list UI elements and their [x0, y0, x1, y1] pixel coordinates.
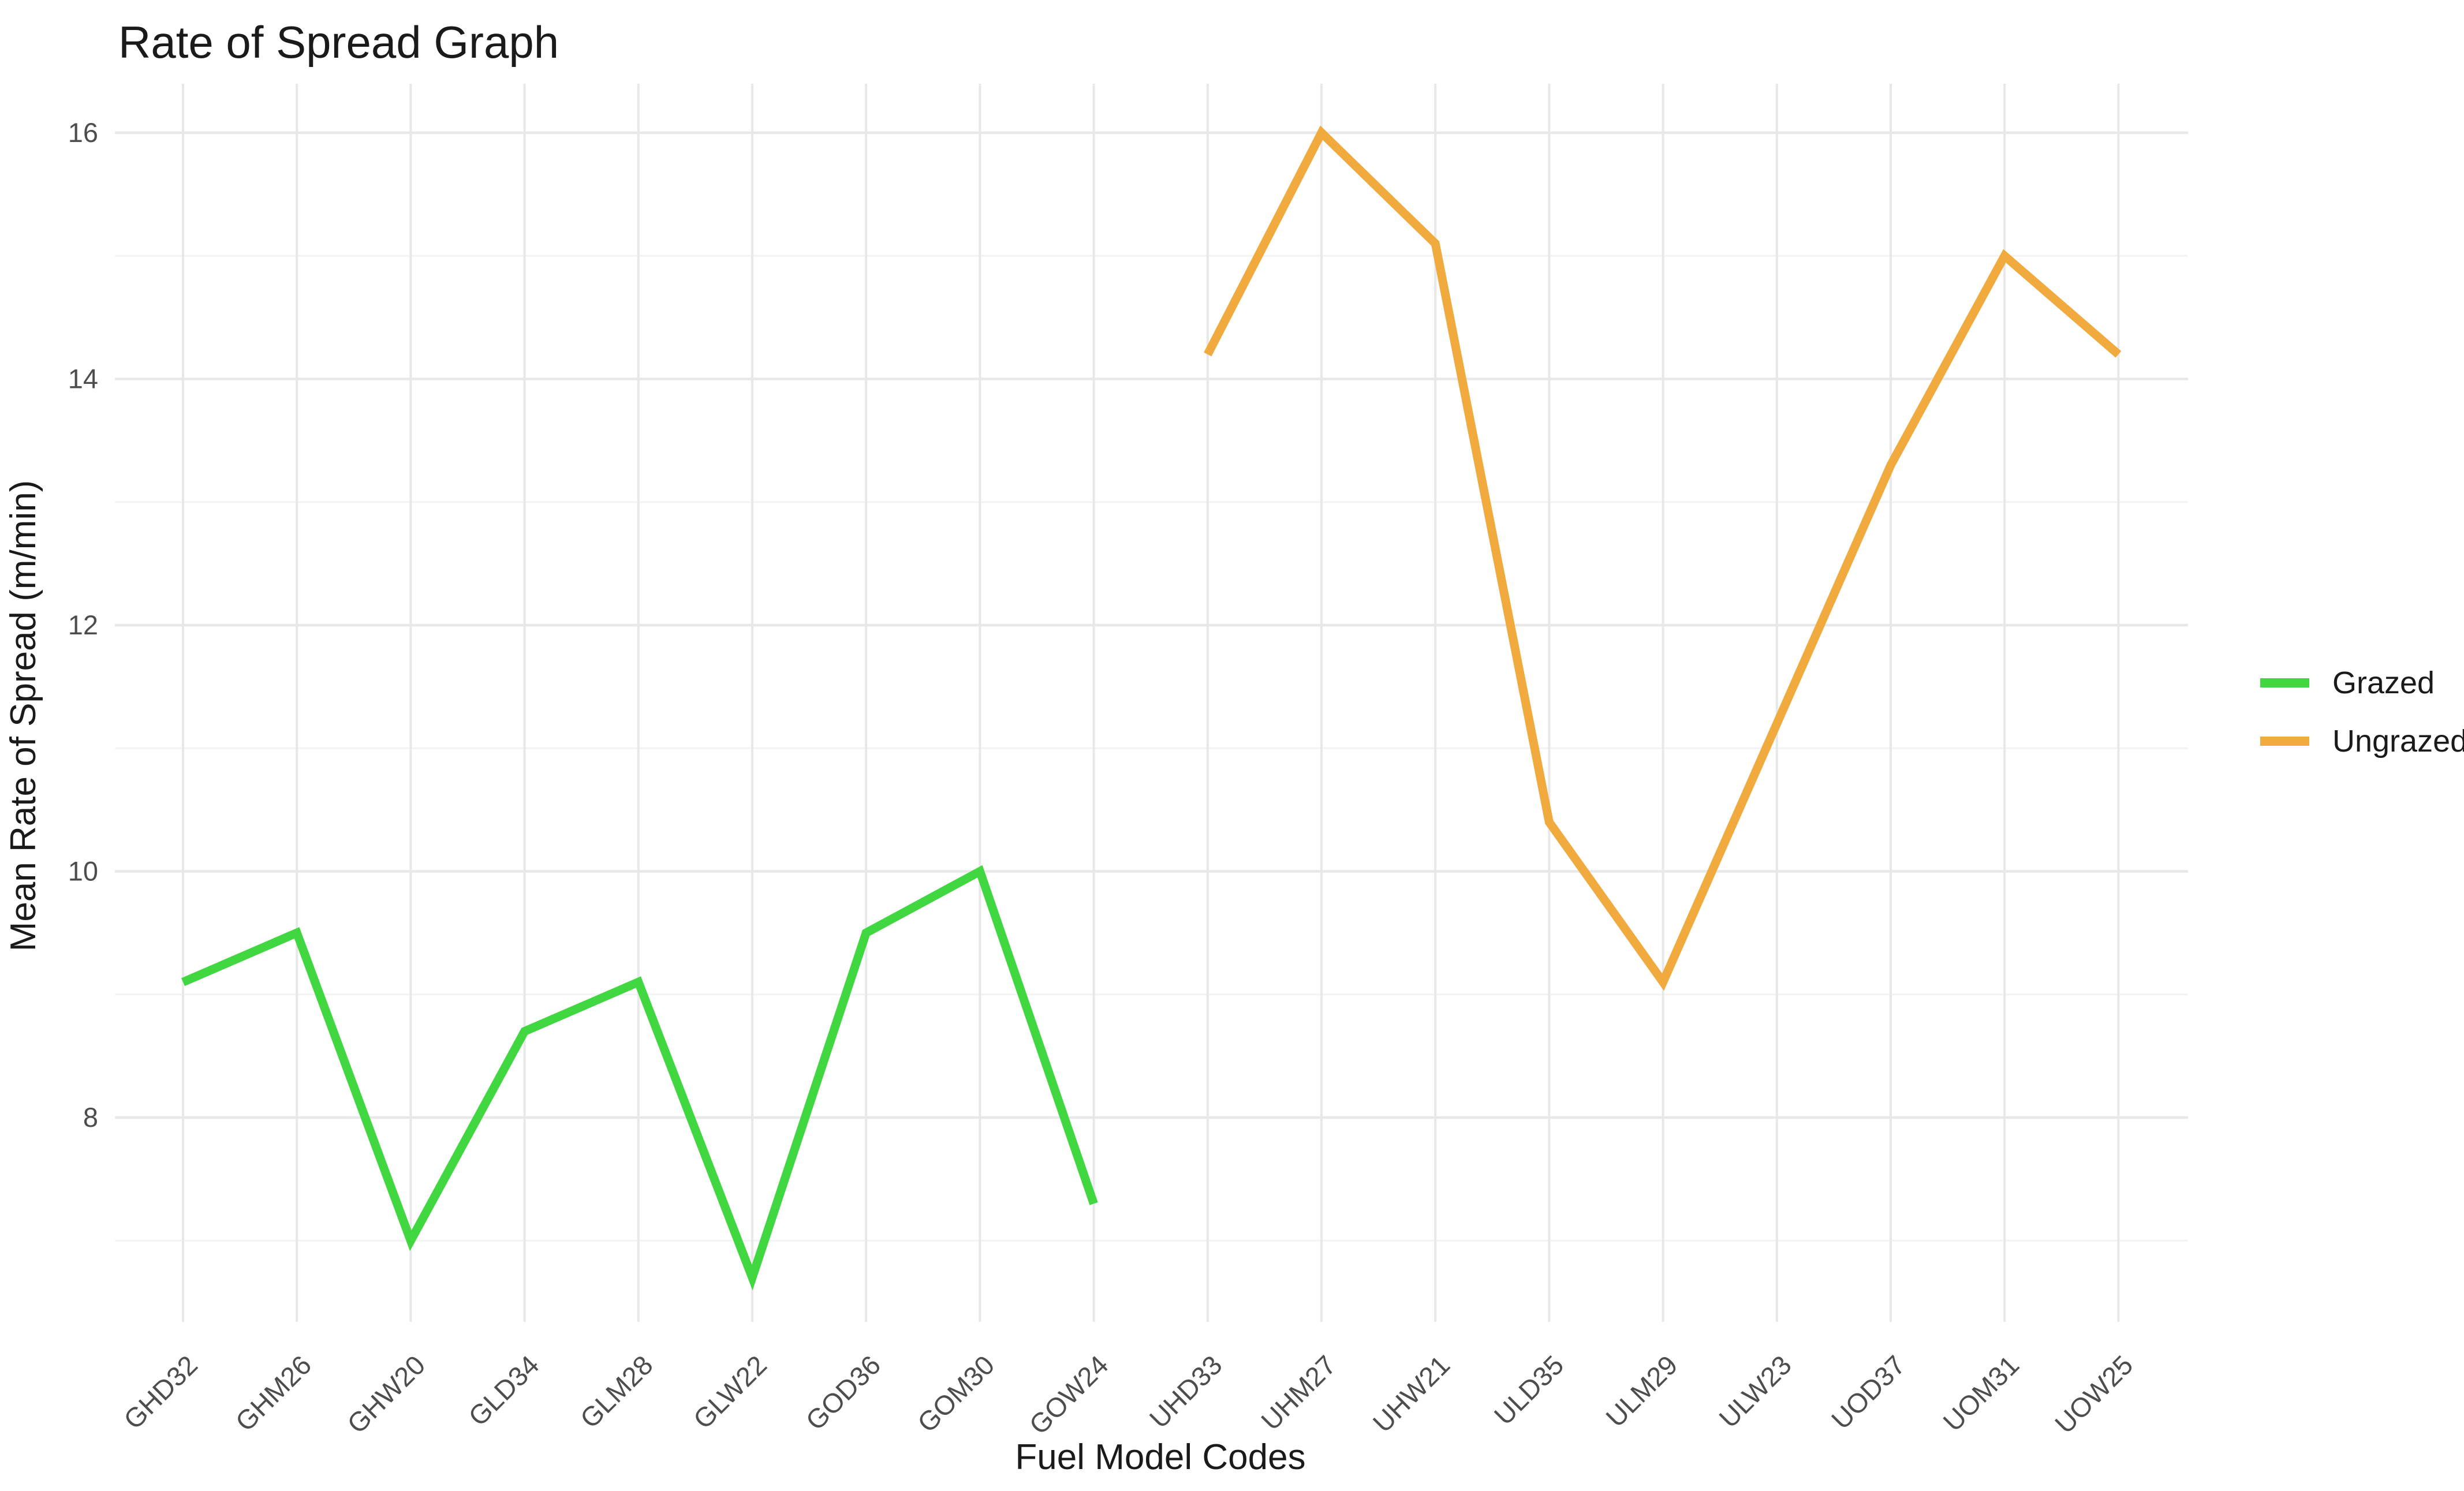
chart-title: Rate of Spread Graph [118, 17, 559, 68]
y-tick-label-14: 14 [68, 364, 98, 394]
x-tick-label-uod37: UOD37 [1825, 1350, 1911, 1435]
x-axis-title: Fuel Model Codes [1015, 1437, 1305, 1477]
x-tick-label-ghm26: GHM26 [229, 1350, 317, 1437]
x-tick-label-ghw20: GHW20 [341, 1350, 431, 1440]
legend-label-grazed: Grazed [2332, 666, 2435, 700]
y-tick-label-10: 10 [68, 856, 98, 887]
x-tick-label-uhm27: UHM27 [1255, 1350, 1342, 1436]
x-tick-label-gld34: GLD34 [462, 1350, 545, 1432]
x-tick-labels: GHD32 GHM26 GHW20 GLD34 GLM28 GLW22 GOD36 GOM30… [118, 1350, 2139, 1441]
legend: Grazed Ungrazed [2260, 666, 2464, 758]
series-lines [181, 125, 2122, 1291]
x-tick-label-gom30: GOM30 [912, 1350, 1000, 1438]
x-tick-label-gow24: GOW24 [1023, 1350, 1114, 1441]
x-tick-label-glm28: GLM28 [574, 1350, 658, 1434]
grazed-line [181, 865, 1098, 1291]
x-tick-label-ulw23: ULW23 [1713, 1350, 1797, 1434]
x-tick-label-uhw21: UHW21 [1367, 1350, 1455, 1438]
gridlines-minor [115, 255, 2188, 1242]
y-axis-title: Mean Rate of Spread (m/min) [3, 480, 43, 952]
ungrazed-line [1204, 125, 2122, 991]
x-tick-label-god36: GOD36 [800, 1350, 886, 1436]
legend-label-ungrazed: Ungrazed [2332, 724, 2464, 758]
y-tick-labels: 8 10 12 14 16 [68, 117, 98, 1133]
x-tick-label-uow25: UOW25 [2049, 1350, 2139, 1440]
y-tick-label-8: 8 [83, 1102, 98, 1133]
x-tick-label-uom31: UOM31 [1937, 1350, 2025, 1437]
x-tick-label-uld35: ULD35 [1488, 1350, 1570, 1431]
y-tick-label-12: 12 [68, 610, 98, 640]
x-tick-label-glw22: GLW22 [687, 1350, 772, 1435]
gridlines-major [115, 131, 2188, 1119]
x-tick-label-ghd32: GHD32 [118, 1350, 203, 1435]
x-tick-label-ulm29: ULM29 [1600, 1350, 1683, 1433]
x-tick-label-uhd33: UHD33 [1143, 1350, 1227, 1434]
y-tick-label-16: 16 [68, 117, 98, 148]
gridlines-vertical [182, 84, 2120, 1322]
